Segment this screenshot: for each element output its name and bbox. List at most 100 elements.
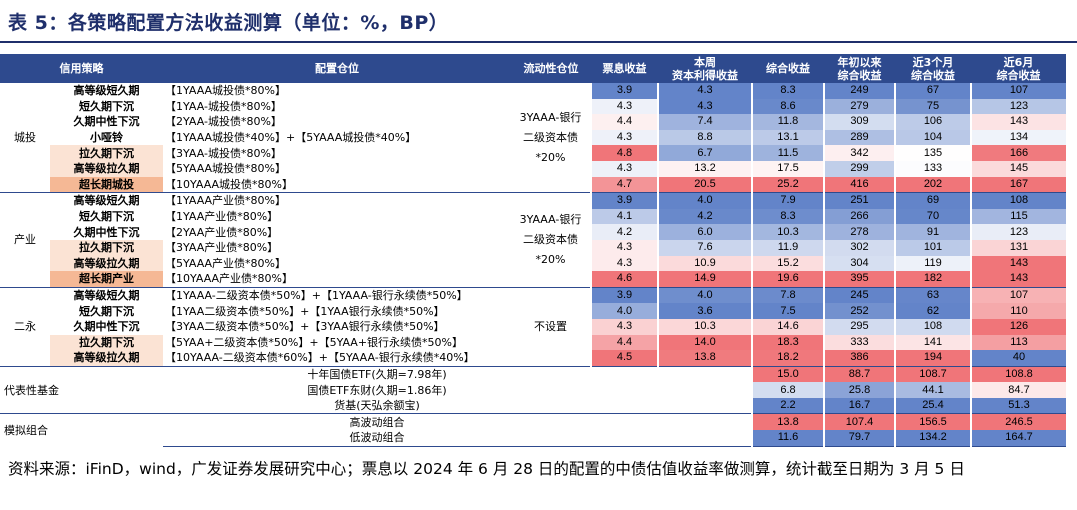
six-month-cell: 108.8 bbox=[970, 365, 1066, 383]
position-cell: 【10YAAA城投债*80%】 bbox=[165, 177, 293, 191]
blank-cell bbox=[591, 430, 658, 447]
capital-gain-cell: 4.3 bbox=[657, 98, 752, 115]
position-cell: 【1YAA二级资本债*50%】+【1YAA银行永续债*50%】 bbox=[165, 304, 445, 318]
total-cell: 7.5 bbox=[751, 303, 824, 319]
total-cell: 11.8 bbox=[751, 114, 824, 130]
ytd-cell: 266 bbox=[823, 208, 895, 225]
liquidity-cell: 3YAAA-银行 二级资本债 *20% bbox=[519, 110, 582, 164]
capital-gain-cell: 14.9 bbox=[657, 271, 752, 288]
table-row: 短久期下沉 【1YAA-城投债*80%】 4.3 4.3 8.6 279 75 123 bbox=[0, 98, 1066, 115]
three-month-cell: 194 bbox=[894, 350, 971, 367]
strategy-cell: 小哑铃 bbox=[50, 129, 163, 146]
six-month-cell: 246.5 bbox=[970, 413, 1066, 431]
header-three-month: 近3个月 综合收益 bbox=[895, 54, 971, 83]
three-month-cell: 63 bbox=[894, 286, 971, 304]
ytd-cell: 252 bbox=[823, 303, 895, 319]
six-month-cell: 164.7 bbox=[970, 430, 1066, 447]
ytd-cell: 342 bbox=[823, 145, 895, 161]
ytd-cell: 88.7 bbox=[823, 365, 895, 383]
strategy-cell: 高等级短久期 bbox=[50, 192, 163, 209]
table-header-row: 信用策略 配置仓位 流动性仓位 票息收益 本周 资本利得收益 综合收益 年初以来… bbox=[0, 54, 1066, 83]
three-month-cell: 106 bbox=[894, 114, 971, 130]
three-month-cell: 101 bbox=[894, 239, 971, 256]
position-cell: 【2YAA-城投债*80%】 bbox=[165, 115, 282, 129]
position-cell: 【1YAAA产业债*80%】 bbox=[163, 192, 511, 209]
ytd-cell: 295 bbox=[823, 318, 895, 335]
total-cell: 25.2 bbox=[751, 176, 824, 193]
six-month-cell: 143 bbox=[970, 114, 1066, 130]
table-row: 超长期产业 【10YAAA产业债*80%】 4.6 14.9 19.6 395 182 143 bbox=[0, 271, 1066, 288]
coupon-cell: 4.8 bbox=[590, 145, 658, 161]
three-month-cell: 134.2 bbox=[894, 430, 971, 447]
three-month-cell: 108 bbox=[894, 318, 971, 335]
position-cell: 【10YAAA产业债*80%】 bbox=[165, 272, 293, 286]
total-cell: 8.6 bbox=[751, 98, 824, 115]
capital-gain-cell: 20.5 bbox=[657, 176, 752, 193]
blank-cell bbox=[591, 413, 658, 431]
coupon-cell: 4.3 bbox=[590, 98, 658, 115]
six-month-cell: 123 bbox=[970, 224, 1066, 240]
capital-gain-cell: 8.8 bbox=[657, 129, 752, 146]
table-row: 模拟组合 高波动组合 13.8 107.4 156.5 246.5 bbox=[0, 413, 1066, 447]
six-month-cell: 134 bbox=[970, 129, 1066, 146]
total-cell: 18.3 bbox=[751, 334, 824, 351]
position-cell: 【1YAA产业债*80%】 bbox=[165, 210, 279, 224]
six-month-cell: 131 bbox=[970, 239, 1066, 256]
coupon-cell: 4.1 bbox=[590, 208, 658, 225]
ytd-cell: 416 bbox=[823, 176, 895, 193]
three-month-cell: 62 bbox=[894, 303, 971, 319]
six-month-cell: 115 bbox=[970, 208, 1066, 225]
coupon-cell: 4.3 bbox=[590, 129, 658, 146]
section-item-label: 低波动组合 bbox=[163, 430, 591, 447]
table-row: 小哑铃 【1YAAA城投债*40%】+【5YAAA城投债*40%】 4.3 8.8 13… bbox=[0, 129, 1066, 146]
ytd-cell: 299 bbox=[823, 160, 895, 177]
table-row: 拉久期下沉 【3YAA产业债*80%】 4.3 7.6 11.9 302 101 131 bbox=[0, 239, 1066, 256]
table-row: 产业 高等级短久期 【1YAAA产业债*80%】 3YAAA-银行 二级资本债 *20… bbox=[0, 192, 1066, 288]
three-month-cell: 108.7 bbox=[894, 365, 971, 383]
footnote: 资料来源：iFinD，wind，广发证券发展研究中心；票息以 2024 年 6 … bbox=[8, 460, 965, 478]
strategy-cell: 拉久期下沉 bbox=[50, 239, 163, 256]
ytd-cell: 304 bbox=[823, 255, 895, 272]
table-row: 短久期下沉 【1YAA二级资本债*50%】+【1YAA银行永续债*50%】 4.0 3… bbox=[0, 303, 1066, 319]
position-cell: 【10YAAA-二级资本债*60%】+【5YAAA-银行永续债*40%】 bbox=[165, 351, 475, 365]
three-month-cell: 202 bbox=[894, 176, 971, 193]
total-cell: 2.2 bbox=[751, 397, 824, 414]
ytd-cell: 309 bbox=[823, 114, 895, 130]
capital-gain-cell: 7.6 bbox=[657, 239, 752, 256]
strategy-cell: 拉久期下沉 bbox=[50, 334, 163, 351]
six-month-cell: 143 bbox=[970, 255, 1066, 272]
table-row: 二永 高等级短久期 【1YAAA-二级资本债*50%】+【1YAAA-银行永续债*5… bbox=[0, 286, 1066, 367]
header-total: 综合收益 bbox=[752, 54, 824, 83]
total-cell: 7.8 bbox=[751, 286, 824, 304]
section-item-label: 货基(天弘余额宝) bbox=[334, 399, 420, 413]
three-month-cell: 182 bbox=[894, 271, 971, 288]
table-row: 拉久期下沉 【5YAA+二级资本债*50%】+【5YAA+银行永续债*50%】 4.… bbox=[0, 334, 1066, 351]
coupon-cell: 4.4 bbox=[590, 114, 658, 130]
position-cell: 【1YAAA城投债*80%】 bbox=[165, 84, 286, 98]
six-month-cell: 108 bbox=[970, 192, 1066, 209]
coupon-cell: 3.9 bbox=[590, 286, 658, 304]
total-cell: 7.9 bbox=[751, 192, 824, 209]
ytd-cell: 302 bbox=[823, 239, 895, 256]
strategy-cell: 久期中性下沉 bbox=[50, 318, 163, 335]
ytd-cell: 333 bbox=[823, 334, 895, 351]
six-month-cell: 113 bbox=[970, 334, 1066, 351]
three-month-cell: 135 bbox=[894, 145, 971, 161]
ytd-cell: 278 bbox=[823, 224, 895, 240]
total-cell: 17.5 bbox=[751, 160, 824, 177]
ytd-cell: 279 bbox=[823, 98, 895, 115]
three-month-cell: 141 bbox=[894, 334, 971, 351]
strategy-cell: 久期中性下沉 bbox=[50, 114, 163, 130]
table-row: 久期中性下沉 【3YAA二级资本债*50%】+【3YAA银行永续债*50%】 4.3… bbox=[0, 318, 1066, 335]
strategy-cell: 高等级拉久期 bbox=[50, 160, 163, 177]
position-cell: 【3YAA-城投债*80%】 bbox=[165, 146, 282, 160]
group-label: 城投 bbox=[14, 131, 36, 145]
capital-gain-cell: 4.0 bbox=[657, 286, 752, 304]
strategy-cell: 短久期下沉 bbox=[50, 208, 163, 225]
six-month-cell: 107 bbox=[970, 83, 1066, 99]
blank-cell bbox=[591, 365, 658, 383]
position-cell: 【3YAA二级资本债*50%】+【3YAA银行永续债*50%】 bbox=[165, 320, 445, 334]
total-cell: 18.2 bbox=[751, 350, 824, 367]
total-cell: 8.3 bbox=[751, 83, 824, 99]
position-cell: 【5YAAA产业债*80%】 bbox=[165, 256, 286, 270]
